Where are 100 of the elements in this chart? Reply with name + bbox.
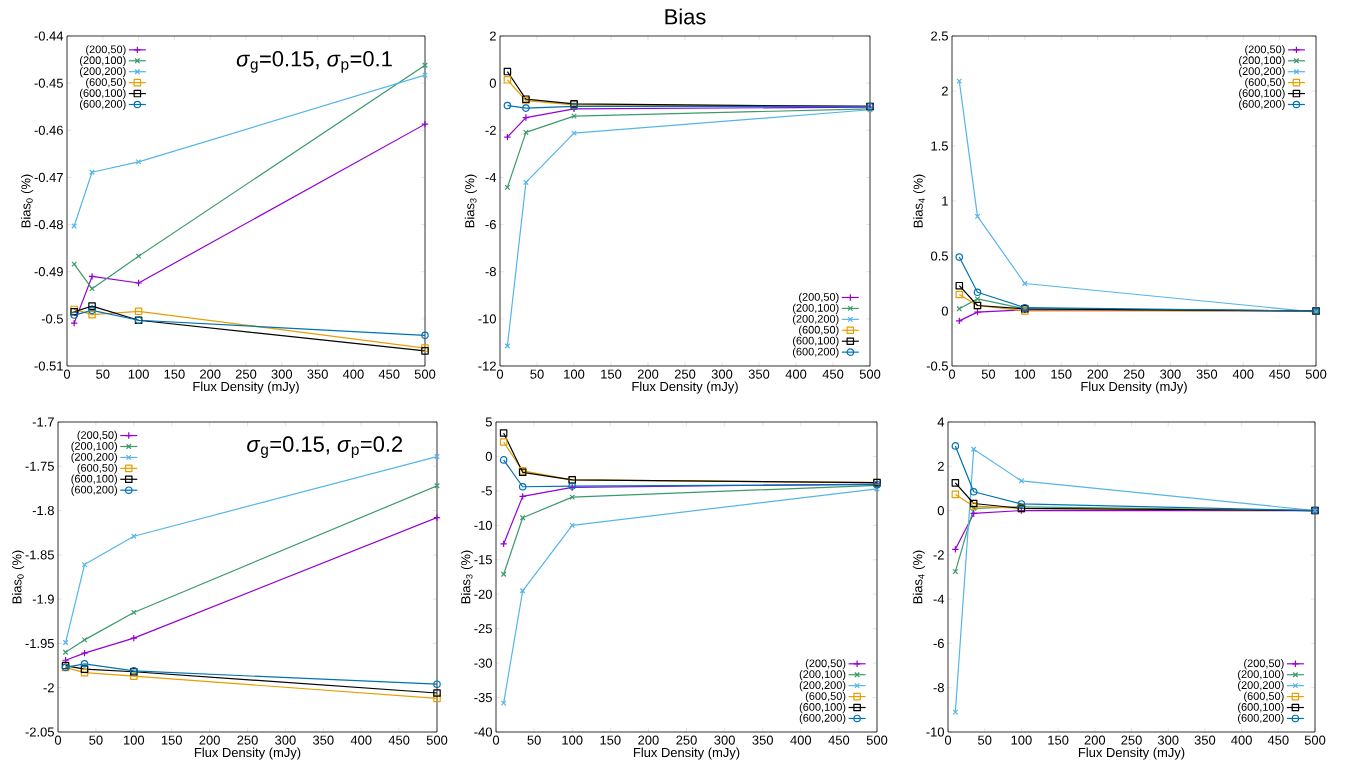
x-tick-label: 500 (426, 735, 448, 745)
y-tick-label: -0.44 (34, 31, 64, 41)
y-tick-label: -2.05 (25, 727, 54, 737)
x-tick-label: 400 (350, 735, 372, 745)
y-tick-label: -30 (474, 658, 492, 668)
legend-label: (600,100) (792, 336, 839, 347)
y-tick-label: -1.9 (32, 594, 54, 604)
y-axis-title: Bias$_{3}$ (%) (464, 174, 477, 228)
x-tick-label: 400 (1231, 735, 1252, 745)
x-tick-label: 500 (866, 735, 888, 745)
x-axis-title: Flux Density (mJy) (632, 381, 738, 394)
y-tick-label: -15 (474, 555, 492, 565)
x-tick-label: 300 (271, 369, 293, 379)
y-tick-label: -1.75 (25, 461, 54, 471)
legend-label: (600,50) (799, 325, 839, 336)
legend-label: (200,200) (799, 680, 846, 692)
x-axis-title: Flux Density (mJy) (194, 747, 301, 760)
y-tick-label: 1.5 (931, 141, 948, 151)
x-tick-label: 250 (237, 735, 258, 745)
y-tick-label: 5 (485, 417, 492, 427)
y-tick-label: 2 (941, 86, 948, 96)
y-tick-label: -0.47 (34, 172, 63, 183)
legend-label: (600,50) (805, 691, 846, 703)
x-tick-label: 350 (307, 369, 328, 379)
x-tick-label: 300 (1157, 735, 1179, 745)
x-tick-label: 0 (63, 369, 71, 379)
legend-label: (200,50) (1244, 659, 1284, 670)
x-axis-title: Flux Density (mJy) (1078, 747, 1185, 760)
x-axis-title: Flux Density (mJy) (633, 747, 740, 760)
y-tick-label: 1 (942, 196, 948, 206)
y-tick-label: -0.48 (34, 219, 63, 230)
legend-label: (600,100) (80, 88, 126, 100)
y-tick-label: -6 (485, 219, 496, 230)
y-tick-label: -1.8 (32, 505, 54, 516)
x-tick-label: 200 (1084, 735, 1106, 745)
legend-label: (600,100) (799, 702, 846, 714)
legend-label: (600,100) (1239, 88, 1285, 100)
y-tick-label: -0.49 (34, 267, 63, 277)
legend-label: (600,100) (1238, 702, 1284, 714)
y-tick-label: -2 (43, 683, 54, 693)
legend-label: (600,50) (86, 77, 126, 89)
y-tick-label: 0 (485, 451, 492, 462)
y-tick-label: -10 (474, 520, 492, 530)
y-tick-label: 2 (489, 31, 496, 41)
y-tick-label: -10 (926, 727, 944, 737)
y-tick-label: -4 (485, 172, 497, 182)
y-tick-label: -4 (933, 594, 945, 604)
x-tick-label: 200 (199, 735, 220, 745)
x-tick-label: 150 (600, 735, 621, 745)
y-tick-label: 0.5 (930, 251, 948, 261)
legend-label: (600,200) (1238, 713, 1284, 724)
y-tick-label: 2 (937, 461, 944, 471)
y-tick-label: -0.5 (41, 314, 63, 324)
y-tick-label: -10 (478, 314, 496, 324)
legend-label: (200,100) (799, 670, 846, 681)
y-tick-label: -0.45 (34, 78, 63, 88)
legend-label: (600,200) (80, 99, 126, 110)
legend-label: (200,100) (1239, 56, 1285, 67)
legend-label: (200,100) (1238, 670, 1284, 681)
y-tick-label: -20 (474, 589, 492, 599)
y-tick-label: 0 (941, 306, 948, 316)
x-tick-label: 0 (496, 369, 504, 379)
y-tick-label: -6 (933, 638, 944, 649)
y-tick-label: 4 (937, 417, 945, 427)
y-tick-label: -1.7 (32, 417, 54, 427)
legend-label: (200,100) (71, 441, 117, 452)
x-tick-label: 200 (637, 369, 659, 379)
legend-label: (200,100) (80, 56, 126, 67)
x-tick-label: 350 (1194, 735, 1216, 745)
x-tick-label: 400 (785, 369, 807, 379)
annotation: σ$_{g}$=0.15, σ$_{p}$=0.2 (247, 436, 403, 458)
x-tick-label: 50 (981, 369, 996, 379)
x-tick-label: 250 (674, 369, 696, 379)
y-tick-label: -25 (474, 624, 492, 634)
legend-label: (600,200) (71, 485, 117, 496)
x-tick-label: 50 (978, 735, 992, 745)
x-tick-label: 150 (161, 735, 182, 745)
x-tick-label: 500 (1304, 735, 1326, 745)
legend-label: (200,50) (77, 430, 117, 442)
y-tick-label: -2 (933, 550, 944, 560)
x-tick-label: 100 (1014, 369, 1036, 379)
x-tick-label: 350 (1196, 369, 1218, 379)
y-tick-label: 0 (489, 78, 496, 88)
x-tick-label: 200 (200, 369, 221, 379)
x-tick-label: 500 (859, 369, 881, 379)
x-tick-label: 450 (378, 369, 400, 379)
legend-label: (600,200) (1239, 99, 1285, 110)
x-tick-label: 400 (342, 369, 364, 379)
x-axis-title: Flux Density (mJy) (1081, 381, 1187, 394)
x-tick-label: 100 (564, 369, 585, 379)
x-axis-title: Flux Density (mJy) (193, 381, 299, 394)
x-tick-label: 400 (790, 735, 812, 745)
y-tick-label: -2 (485, 125, 496, 135)
annotation: σ$_{g}$=0.15, σ$_{p}$=0.1 (236, 51, 392, 73)
legend-label: (600,50) (1245, 77, 1285, 89)
legend-label: (600,200) (792, 347, 839, 358)
x-tick-label: 250 (1121, 735, 1142, 745)
x-tick-label: 300 (275, 735, 296, 745)
x-tick-label: 200 (638, 735, 659, 745)
x-tick-label: 450 (828, 735, 850, 745)
